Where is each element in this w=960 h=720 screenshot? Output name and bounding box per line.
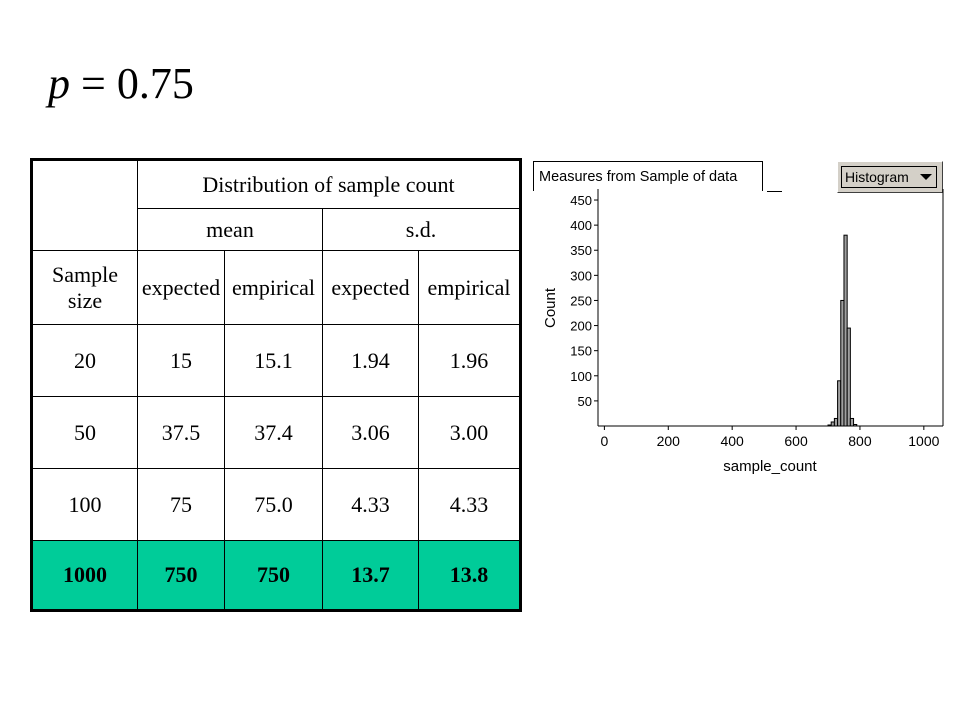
table-cell: 13.7 — [322, 540, 419, 611]
table-cell: 750 — [137, 540, 225, 611]
panel-title-tab[interactable]: Measures from Sample of data — [533, 161, 763, 191]
table-cell: 1.94 — [322, 324, 419, 397]
y-tick-label: 300 — [570, 268, 592, 283]
sd-empirical-header: empirical — [418, 250, 521, 325]
dropdown-arrow-icon — [920, 174, 932, 180]
y-axis-label: Count — [542, 287, 559, 328]
histogram-dropdown[interactable]: Histogram — [841, 166, 937, 188]
table-cell: 1000 — [31, 540, 138, 611]
group-header: Distribution of sample count — [137, 159, 521, 209]
p-formula: p = 0.75 — [48, 58, 194, 109]
table-cell: 1.96 — [418, 324, 521, 397]
table-cell: 75.0 — [224, 468, 323, 541]
axes-group: 50 100 150 200 250 300 350 400 450 0 200 400 600 800 1… — [570, 189, 944, 449]
table-header-row: Distribution of sample count — [31, 159, 521, 251]
table-cell: 4.33 — [322, 468, 419, 541]
mean-empirical-header: empirical — [224, 250, 323, 325]
table-cell: 750 — [224, 540, 323, 611]
table-header-row: mean s.d. — [32, 208, 521, 251]
x-tick-label: 0 — [600, 433, 608, 449]
table-cell: 3.06 — [322, 396, 419, 469]
sd-header: s.d. — [322, 208, 521, 251]
table-cell: 75 — [137, 468, 225, 541]
mean-expected-header: expected — [137, 250, 225, 325]
distribution-table: Distribution of sample count mean s.d. S… — [30, 158, 522, 612]
x-tick-label: 1000 — [908, 433, 939, 449]
y-tick-label: 150 — [570, 344, 592, 359]
histogram-bar — [846, 327, 851, 427]
x-axis-label: sample_count — [723, 458, 817, 475]
table-cell: 15.1 — [224, 324, 323, 397]
table-row: 100 75 75.0 4.33 4.33 — [31, 468, 521, 541]
table-corner-cell — [31, 159, 138, 251]
y-tick-label: 450 — [570, 193, 592, 208]
x-tick-label: 600 — [784, 433, 808, 449]
x-tick-label: 200 — [657, 433, 681, 449]
y-tick-label: 250 — [570, 293, 592, 308]
y-tick-label: 400 — [570, 218, 592, 233]
table-cell: 4.33 — [418, 468, 521, 541]
x-tick-label: 400 — [720, 433, 744, 449]
x-tick-label: 800 — [848, 433, 872, 449]
histogram-dropdown-button[interactable]: Histogram — [837, 161, 943, 193]
table-row-highlighted: 1000 750 750 13.7 13.8 — [31, 540, 521, 611]
y-tick-label: 200 — [570, 319, 592, 334]
y-tick-label: 100 — [570, 369, 592, 384]
formula-value: = 0.75 — [70, 59, 194, 108]
table-cell: 3.00 — [418, 396, 521, 469]
sample-size-header: Sample size — [31, 250, 138, 325]
table-cell: 13.8 — [418, 540, 521, 611]
table-subheader-row: Sample size expected empirical expected … — [31, 250, 521, 325]
sd-expected-header: expected — [322, 250, 419, 325]
histogram-panel: Measures from Sample of data Histogram 5… — [530, 158, 960, 498]
y-tick-label: 50 — [578, 394, 592, 409]
bars-group — [827, 234, 858, 427]
y-tick-label: 350 — [570, 243, 592, 258]
table-cell: 37.5 — [137, 396, 225, 469]
table-cell: 15 — [137, 324, 225, 397]
table-cell: 37.4 — [224, 396, 323, 469]
table-row: 20 15 15.1 1.94 1.96 — [31, 324, 521, 397]
mean-header: mean — [137, 208, 323, 251]
panel-divider — [767, 191, 782, 192]
table-cell: 20 — [31, 324, 138, 397]
histogram-chart: 50 100 150 200 250 300 350 400 450 0 200 400 600 800 1… — [542, 189, 944, 475]
histogram-dropdown-label: Histogram — [845, 169, 909, 185]
table-cell: 100 — [31, 468, 138, 541]
table-row: 50 37.5 37.4 3.06 3.00 — [31, 396, 521, 469]
table-cell: 50 — [31, 396, 138, 469]
formula-variable: p — [48, 59, 70, 108]
